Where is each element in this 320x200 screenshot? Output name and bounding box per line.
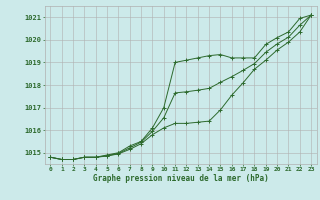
X-axis label: Graphe pression niveau de la mer (hPa): Graphe pression niveau de la mer (hPa) bbox=[93, 174, 269, 183]
